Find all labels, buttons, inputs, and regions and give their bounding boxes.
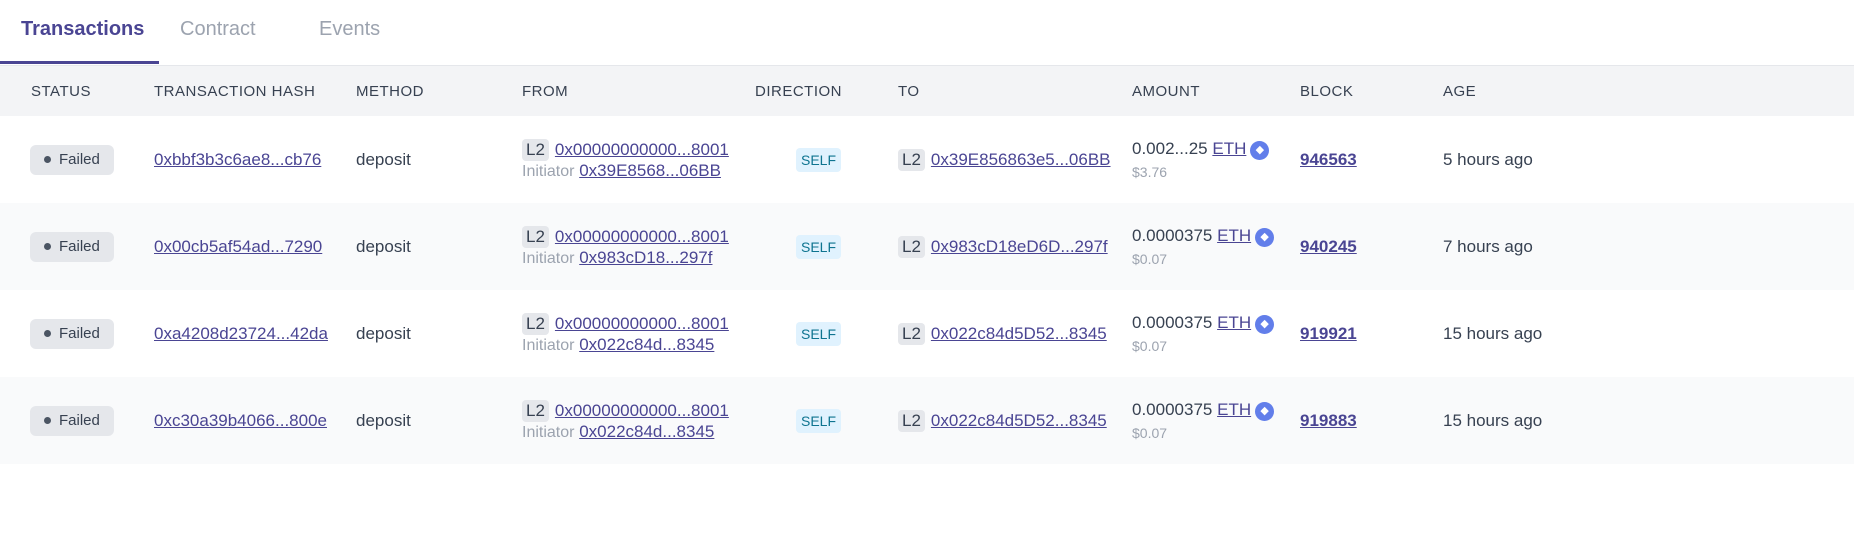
- initiator-address-link[interactable]: 0x39E8568...06BB: [579, 160, 721, 180]
- initiator-address-link[interactable]: 0x022c84d...8345: [579, 421, 715, 441]
- status-text: Failed: [59, 412, 100, 429]
- token-link[interactable]: ETH: [1217, 313, 1252, 333]
- method: deposit: [356, 149, 411, 169]
- status-dot-icon: [44, 156, 51, 163]
- col-age: AGE: [1443, 66, 1854, 116]
- tab-contract[interactable]: Contract: [180, 18, 256, 40]
- to-address-link[interactable]: 0x022c84d5D52...8345: [930, 410, 1107, 430]
- col-hash: TRANSACTION HASH: [154, 66, 356, 116]
- table-header: STATUS TRANSACTION HASH METHOD FROM DIRE…: [0, 66, 1854, 116]
- amount-value: 0.0000375: [1132, 400, 1213, 420]
- col-amount: AMOUNT: [1132, 66, 1300, 116]
- network-badge: L2: [522, 312, 549, 335]
- amount-value: 0.0000375: [1132, 226, 1213, 246]
- network-badge: L2: [898, 322, 925, 345]
- direction-badge: SELF: [796, 408, 842, 433]
- usd-value: $0.07: [1132, 250, 1168, 267]
- eth-icon: ◆: [1255, 314, 1275, 334]
- network-badge: L2: [522, 399, 549, 422]
- block-link[interactable]: 919883: [1300, 410, 1357, 430]
- method: deposit: [356, 323, 411, 343]
- from-address-link[interactable]: 0x00000000000...8001: [554, 313, 729, 333]
- from-address-link[interactable]: 0x00000000000...8001: [554, 226, 729, 246]
- method: deposit: [356, 410, 411, 430]
- status-badge: Failed: [30, 231, 114, 262]
- transaction-hash-link[interactable]: 0x00cb5af54ad...7290: [154, 236, 323, 256]
- direction-badge: SELF: [796, 234, 842, 259]
- amount-value: 0.0000375: [1132, 313, 1213, 333]
- block-link[interactable]: 919921: [1300, 323, 1357, 343]
- eth-icon: ◆: [1255, 401, 1275, 421]
- col-block: BLOCK: [1300, 66, 1443, 116]
- amount-value: 0.002...25: [1132, 139, 1208, 159]
- token-link[interactable]: ETH: [1217, 226, 1252, 246]
- status-badge: Failed: [30, 318, 114, 349]
- network-badge: L2: [898, 148, 925, 171]
- tab-transactions[interactable]: Transactions: [0, 0, 159, 64]
- status-dot-icon: [44, 417, 51, 424]
- age: 5 hours ago: [1443, 149, 1533, 169]
- token-link[interactable]: ETH: [1217, 400, 1252, 420]
- status-text: Failed: [59, 151, 100, 168]
- col-from: FROM: [522, 66, 755, 116]
- transaction-hash-link[interactable]: 0xa4208d23724...42da: [154, 323, 328, 343]
- direction-badge: SELF: [796, 147, 842, 172]
- age: 7 hours ago: [1443, 236, 1533, 256]
- col-method: METHOD: [356, 66, 522, 116]
- table-row: Failed 0x00cb5af54ad...7290 deposit L2 0x…: [0, 203, 1854, 290]
- from-address-link[interactable]: 0x00000000000...8001: [554, 400, 729, 420]
- token-link[interactable]: ETH: [1212, 139, 1247, 159]
- status-badge: Failed: [30, 405, 114, 436]
- table-row: Failed 0xbbf3b3c6ae8...cb76 deposit L2 0x…: [0, 116, 1854, 203]
- table-row: Failed 0xc30a39b4066...800e deposit L2 0x…: [0, 377, 1854, 464]
- direction-badge: SELF: [796, 321, 842, 346]
- usd-value: $3.76: [1132, 163, 1168, 180]
- initiator-address-link[interactable]: 0x022c84d...8345: [579, 334, 715, 354]
- status-dot-icon: [44, 330, 51, 337]
- status-text: Failed: [59, 238, 100, 255]
- from-address-link[interactable]: 0x00000000000...8001: [554, 139, 729, 159]
- initiator-label: Initiator: [522, 249, 575, 267]
- status-text: Failed: [59, 325, 100, 342]
- network-badge: L2: [898, 235, 925, 258]
- age: 15 hours ago: [1443, 323, 1543, 343]
- tab-bar: Transactions Contract Events: [0, 0, 1854, 66]
- status-dot-icon: [44, 243, 51, 250]
- transactions-table: STATUS TRANSACTION HASH METHOD FROM DIRE…: [0, 66, 1854, 464]
- initiator-label: Initiator: [522, 423, 575, 441]
- eth-icon: ◆: [1250, 140, 1270, 160]
- col-direction: DIRECTION: [755, 66, 898, 116]
- transaction-hash-link[interactable]: 0xc30a39b4066...800e: [154, 410, 327, 430]
- initiator-label: Initiator: [522, 162, 575, 180]
- block-link[interactable]: 940245: [1300, 236, 1357, 256]
- table-row: Failed 0xa4208d23724...42da deposit L2 0x…: [0, 290, 1854, 377]
- to-address-link[interactable]: 0x39E856863e5...06BB: [930, 149, 1111, 169]
- method: deposit: [356, 236, 411, 256]
- col-to: TO: [898, 66, 1132, 116]
- age: 15 hours ago: [1443, 410, 1543, 430]
- network-badge: L2: [898, 409, 925, 432]
- status-badge: Failed: [30, 144, 114, 175]
- to-address-link[interactable]: 0x022c84d5D52...8345: [930, 323, 1107, 343]
- network-badge: L2: [522, 225, 549, 248]
- network-badge: L2: [522, 138, 549, 161]
- to-address-link[interactable]: 0x983cD18eD6D...297f: [930, 236, 1108, 256]
- tab-events[interactable]: Events: [319, 18, 381, 40]
- initiator-address-link[interactable]: 0x983cD18...297f: [579, 247, 713, 267]
- transaction-hash-link[interactable]: 0xbbf3b3c6ae8...cb76: [154, 149, 322, 169]
- block-link[interactable]: 946563: [1300, 149, 1357, 169]
- col-status: STATUS: [0, 66, 154, 116]
- usd-value: $0.07: [1132, 337, 1168, 354]
- usd-value: $0.07: [1132, 424, 1168, 441]
- eth-icon: ◆: [1255, 227, 1275, 247]
- initiator-label: Initiator: [522, 336, 575, 354]
